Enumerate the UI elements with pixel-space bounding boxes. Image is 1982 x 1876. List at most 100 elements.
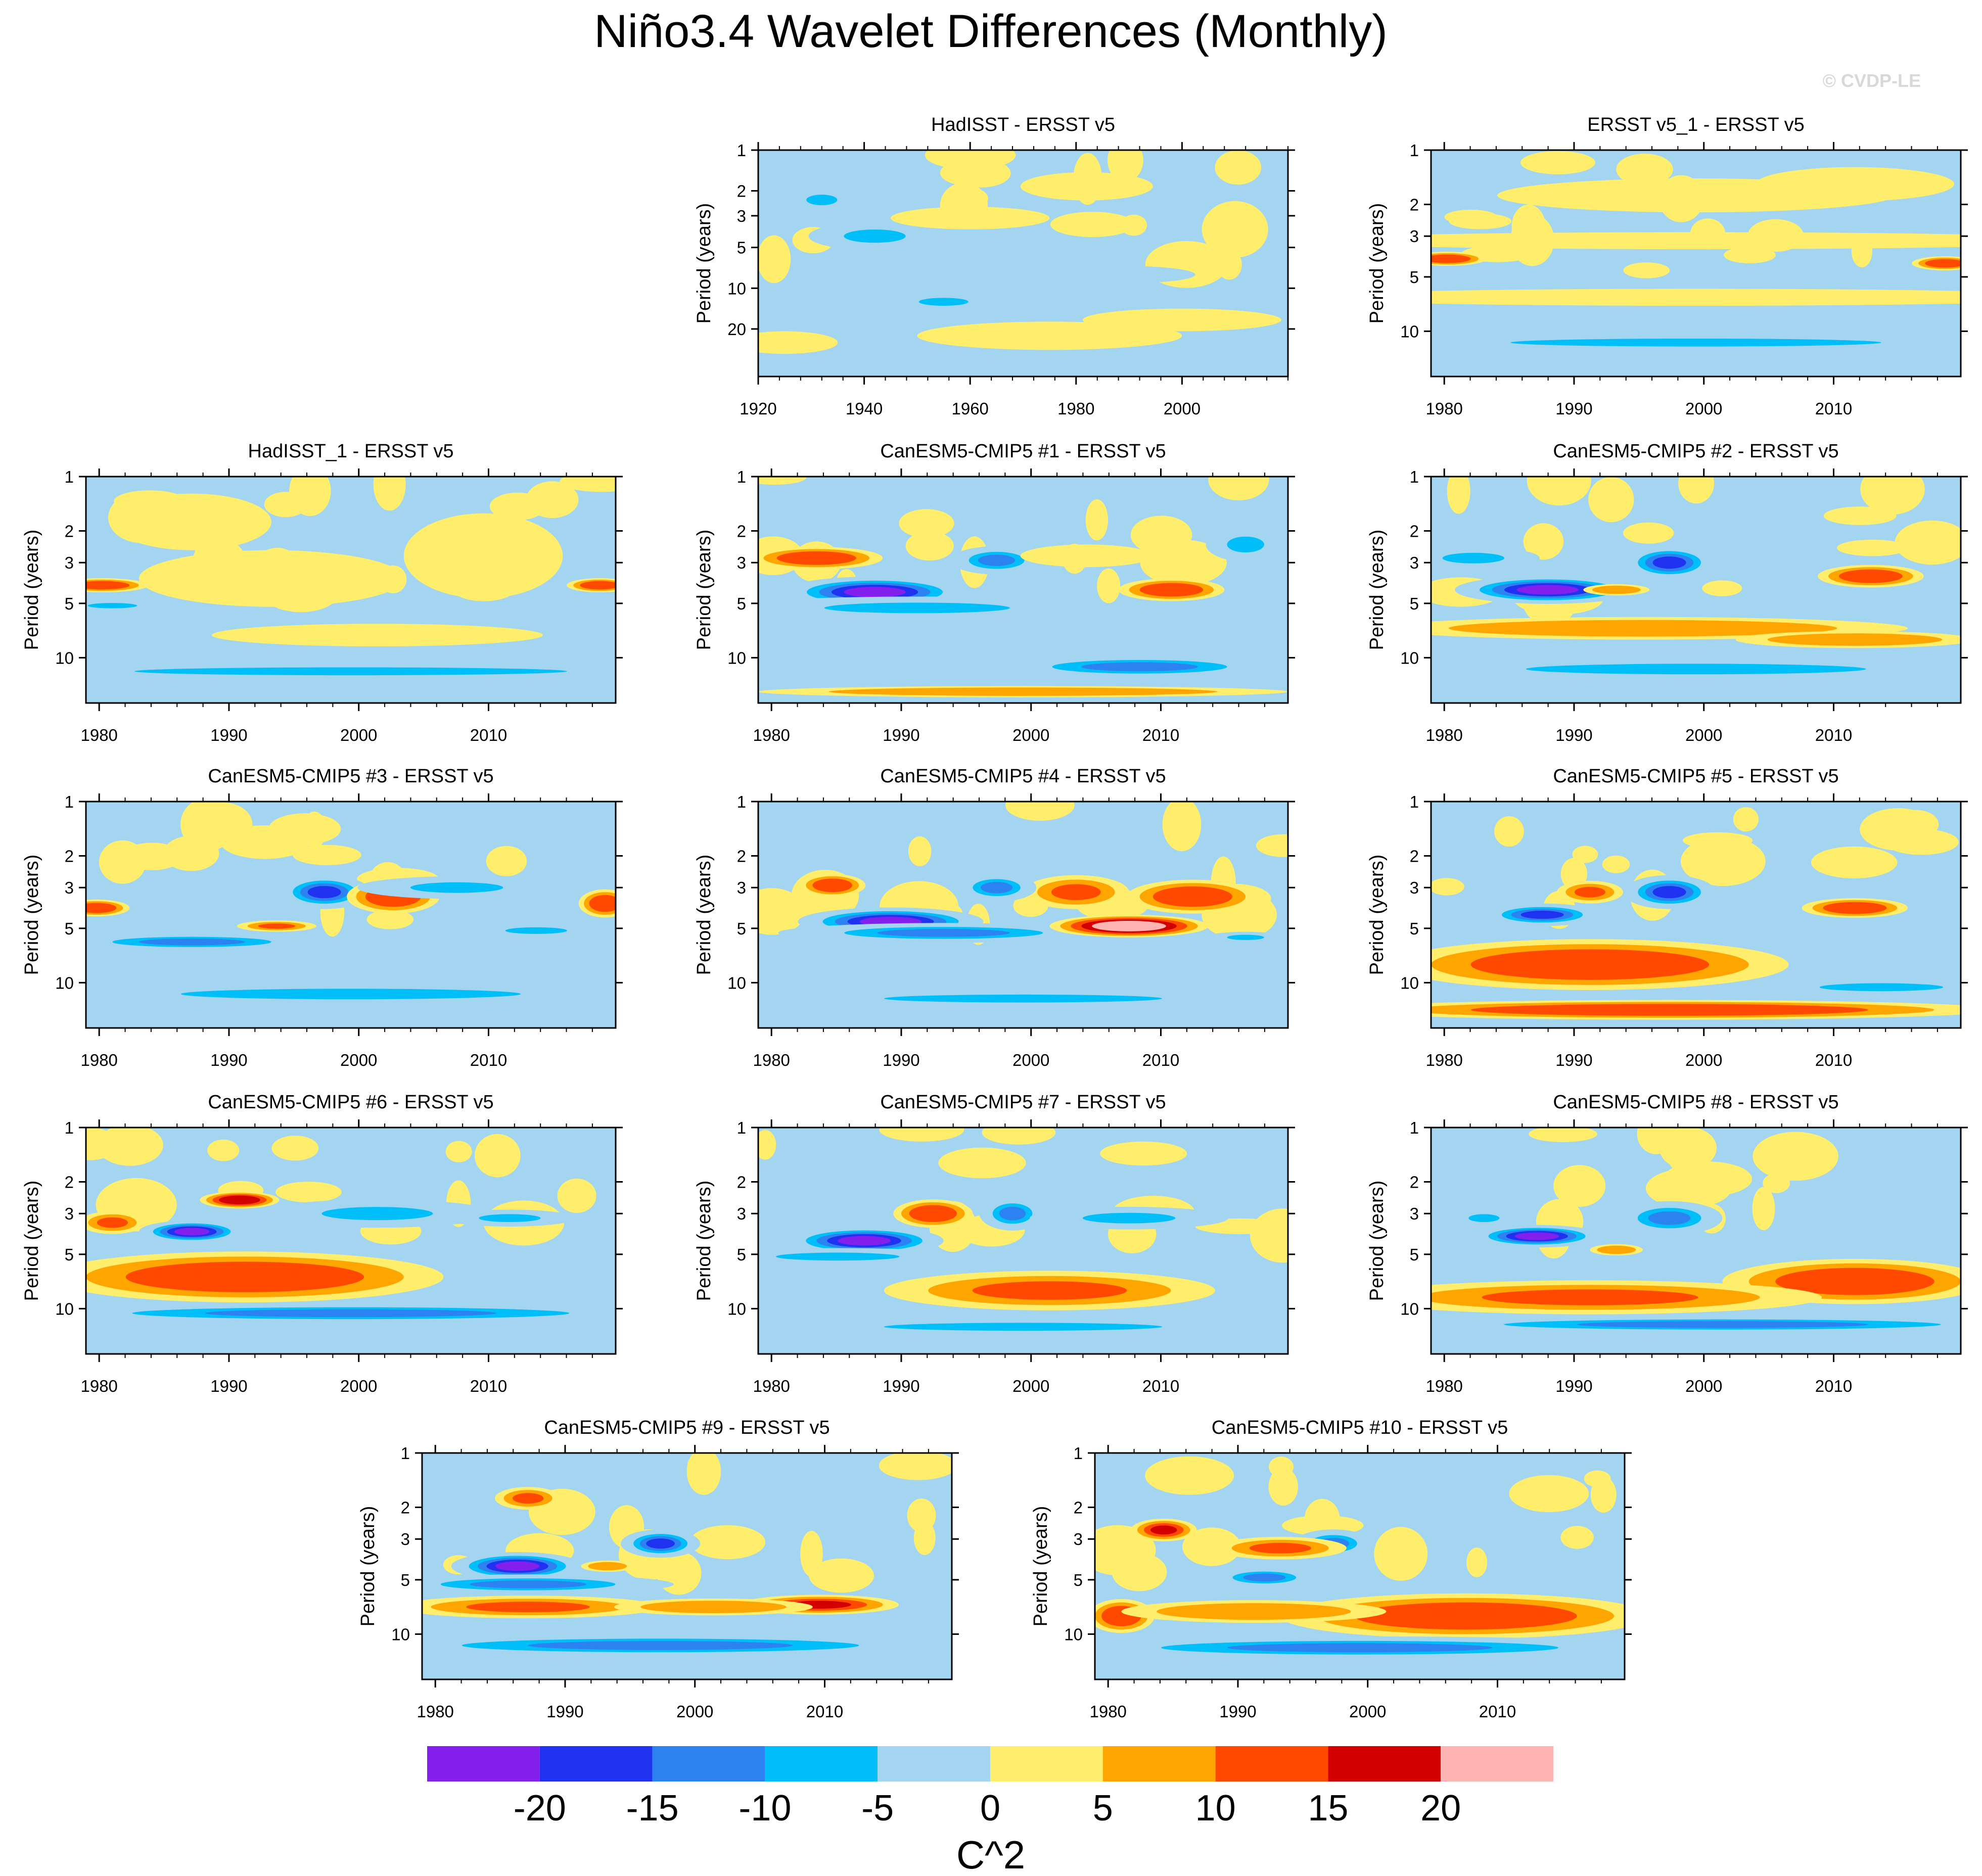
contour-patch [800,1531,823,1577]
panel-p5: CanESM5-CMIP5 #2 - ERSST v5 1 2 3 5 10 Period … [1366,441,1968,744]
x-tick-label: 1990 [883,1377,919,1395]
y-tick-label: 5 [1410,1245,1419,1264]
x-tick-label: 1980 [753,1377,790,1395]
contour-patch [1215,150,1262,185]
y-tick-label: 10 [727,648,746,667]
y-tick-label: 1 [737,1118,746,1137]
contour-level [258,923,295,929]
contour-patch [1447,477,1470,514]
colorbar-tick-label: -20 [514,1788,566,1828]
x-tick-label: 2000 [340,1051,377,1069]
colorbar-swatch [1215,1746,1328,1781]
contour-level [1520,910,1564,919]
contour-level [144,505,240,539]
colorbar-tick-label: 10 [1195,1788,1236,1828]
contour-patch [1250,1208,1288,1263]
y-tick-label: 10 [1400,973,1419,992]
contour-level [513,1493,544,1504]
y-axis-label: Period (years) [1366,530,1388,650]
colorbar-swatch [427,1746,540,1781]
contour-level [1442,552,1504,564]
colorbar-tick-label: -15 [626,1788,679,1828]
y-tick-label: 10 [727,973,746,992]
panel-frame [85,801,617,1029]
contour-level [225,1197,254,1203]
contour-level [1047,549,1127,563]
contour-patch [1431,878,1464,896]
x-tick-label: 2000 [340,1377,377,1395]
contour-patch [1733,807,1759,832]
y-tick-label: 1 [401,1444,410,1463]
y-tick-label: 5 [1410,268,1419,287]
y-tick-label: 5 [737,919,746,938]
contour-level [1819,983,1944,992]
contour-patch [1523,523,1564,560]
contour-level [1510,338,1881,347]
contour-level [981,882,1013,894]
contour-patch [879,1453,952,1480]
colorbar-tick-label: -10 [739,1788,791,1828]
x-tick-label: 1980 [80,1051,117,1069]
contour-patch [486,846,527,876]
contour-patch [268,813,341,845]
y-tick-label: 2 [1410,196,1419,214]
contour-level [1574,886,1605,898]
contour-level [1227,1643,1492,1653]
contour-patch [445,1141,472,1162]
panel-p2: ERSST v5_1 - ERSST v5 1 2 3 5 10 Period (years… [1366,114,1968,418]
x-tick-label: 2000 [1164,399,1201,418]
contour-level [1931,260,1958,266]
y-tick-label: 2 [1410,522,1419,541]
y-tick-label: 5 [1410,594,1419,613]
x-tick-label: 2010 [1815,726,1852,744]
contour-patch [1572,846,1598,863]
x-tick-label: 2000 [676,1702,713,1721]
y-axis-label: Period (years) [694,1181,715,1301]
y-tick-label: 5 [737,239,746,257]
x-tick-label: 2000 [1012,1051,1049,1069]
contour-patch [689,1525,766,1560]
panel-frame [757,476,1289,704]
x-tick-label: 1990 [1555,1377,1592,1395]
contour-level [205,1309,497,1318]
contour-level [1833,904,1876,912]
contour-patch [1724,247,1776,264]
wavelet-field [86,802,616,1028]
y-tick-label: 10 [1400,648,1419,667]
y-tick-label: 3 [1410,227,1419,246]
colorbar-swatch [990,1746,1103,1781]
contour-level [1243,1573,1286,1582]
contour-level [1150,585,1193,594]
contour-patch [489,492,546,521]
x-tick-label: 1940 [846,399,883,418]
wavelet-field [1431,802,1961,1028]
panel-frame [85,476,617,704]
y-axis-label: Period (years) [1030,1506,1051,1627]
contour-level [1514,1232,1559,1240]
x-tick-label: 1990 [1555,1051,1592,1069]
y-tick-label: 3 [401,1530,410,1549]
contour-patch [1623,262,1670,278]
contour-level [1652,556,1686,569]
contour-level [819,880,846,890]
panel-p4: CanESM5-CMIP5 #1 - ERSST v5 1 2 3 5 10 Period … [694,441,1295,744]
watermark: © CVDP-LE [1822,70,1921,91]
x-tick-label: 2010 [1479,1702,1516,1721]
y-axis-label: Period (years) [21,1181,42,1301]
contour-patch [1584,1470,1611,1487]
panel-p1: HadISST - ERSST v5 1 2 3 5 10 20 Period (years)… [694,114,1295,418]
contour-patch [1752,1187,1775,1231]
x-tick-label: 2010 [1142,726,1179,744]
contour-level [1802,1272,1908,1291]
contour-level [917,1208,949,1220]
contour-patch [264,492,307,518]
contour-patch [1005,802,1075,821]
contour-patch [1097,568,1121,603]
x-tick-label: 1990 [210,1051,247,1069]
contour-patch [1256,834,1288,857]
contour-patch [557,1179,596,1213]
contour-level [1604,1247,1629,1253]
x-tick-label: 1980 [80,1377,117,1395]
x-tick-label: 2000 [1012,726,1049,744]
contour-level [1089,269,1169,280]
